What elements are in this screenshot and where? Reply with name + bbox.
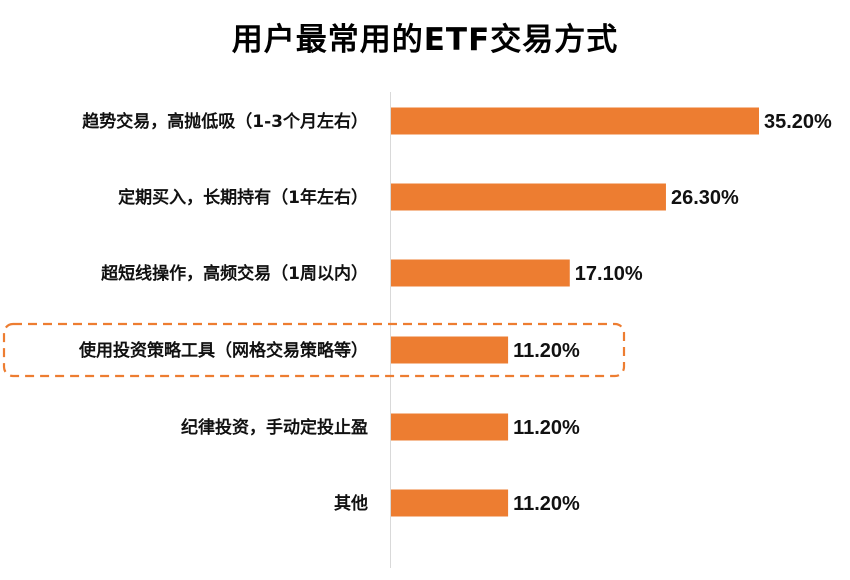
category-label-2: 定期买入，长期持有（1年左右） [118, 187, 368, 208]
chart-title: 用户最常用的ETF交易方式 [231, 22, 619, 58]
bar-3 [391, 259, 570, 287]
category-label-3: 超短线操作，高频交易（1周以内） [101, 263, 368, 284]
value-label-6: 11.20% [513, 493, 580, 515]
value-label-1: 35.20% [764, 111, 832, 133]
bar-1 [391, 107, 759, 135]
bar-4 [391, 336, 509, 364]
category-label-4: 使用投资策略工具（网格交易策略等） [78, 340, 368, 361]
value-label-2: 26.30% [671, 187, 739, 209]
bar-6 [391, 489, 509, 517]
highlight-dashed-box [2, 322, 626, 378]
category-label-1: 趋势交易，高抛低吸（1-3个月左右） [82, 111, 368, 132]
value-label-4: 11.20% [513, 340, 580, 362]
category-label-6: 其他 [334, 493, 368, 514]
bar-5 [391, 413, 509, 441]
value-label-3: 17.10% [575, 263, 643, 285]
category-label-5: 纪律投资，手动定投止盈 [181, 417, 368, 438]
value-label-5: 11.20% [513, 417, 580, 439]
bar-2 [391, 183, 666, 211]
